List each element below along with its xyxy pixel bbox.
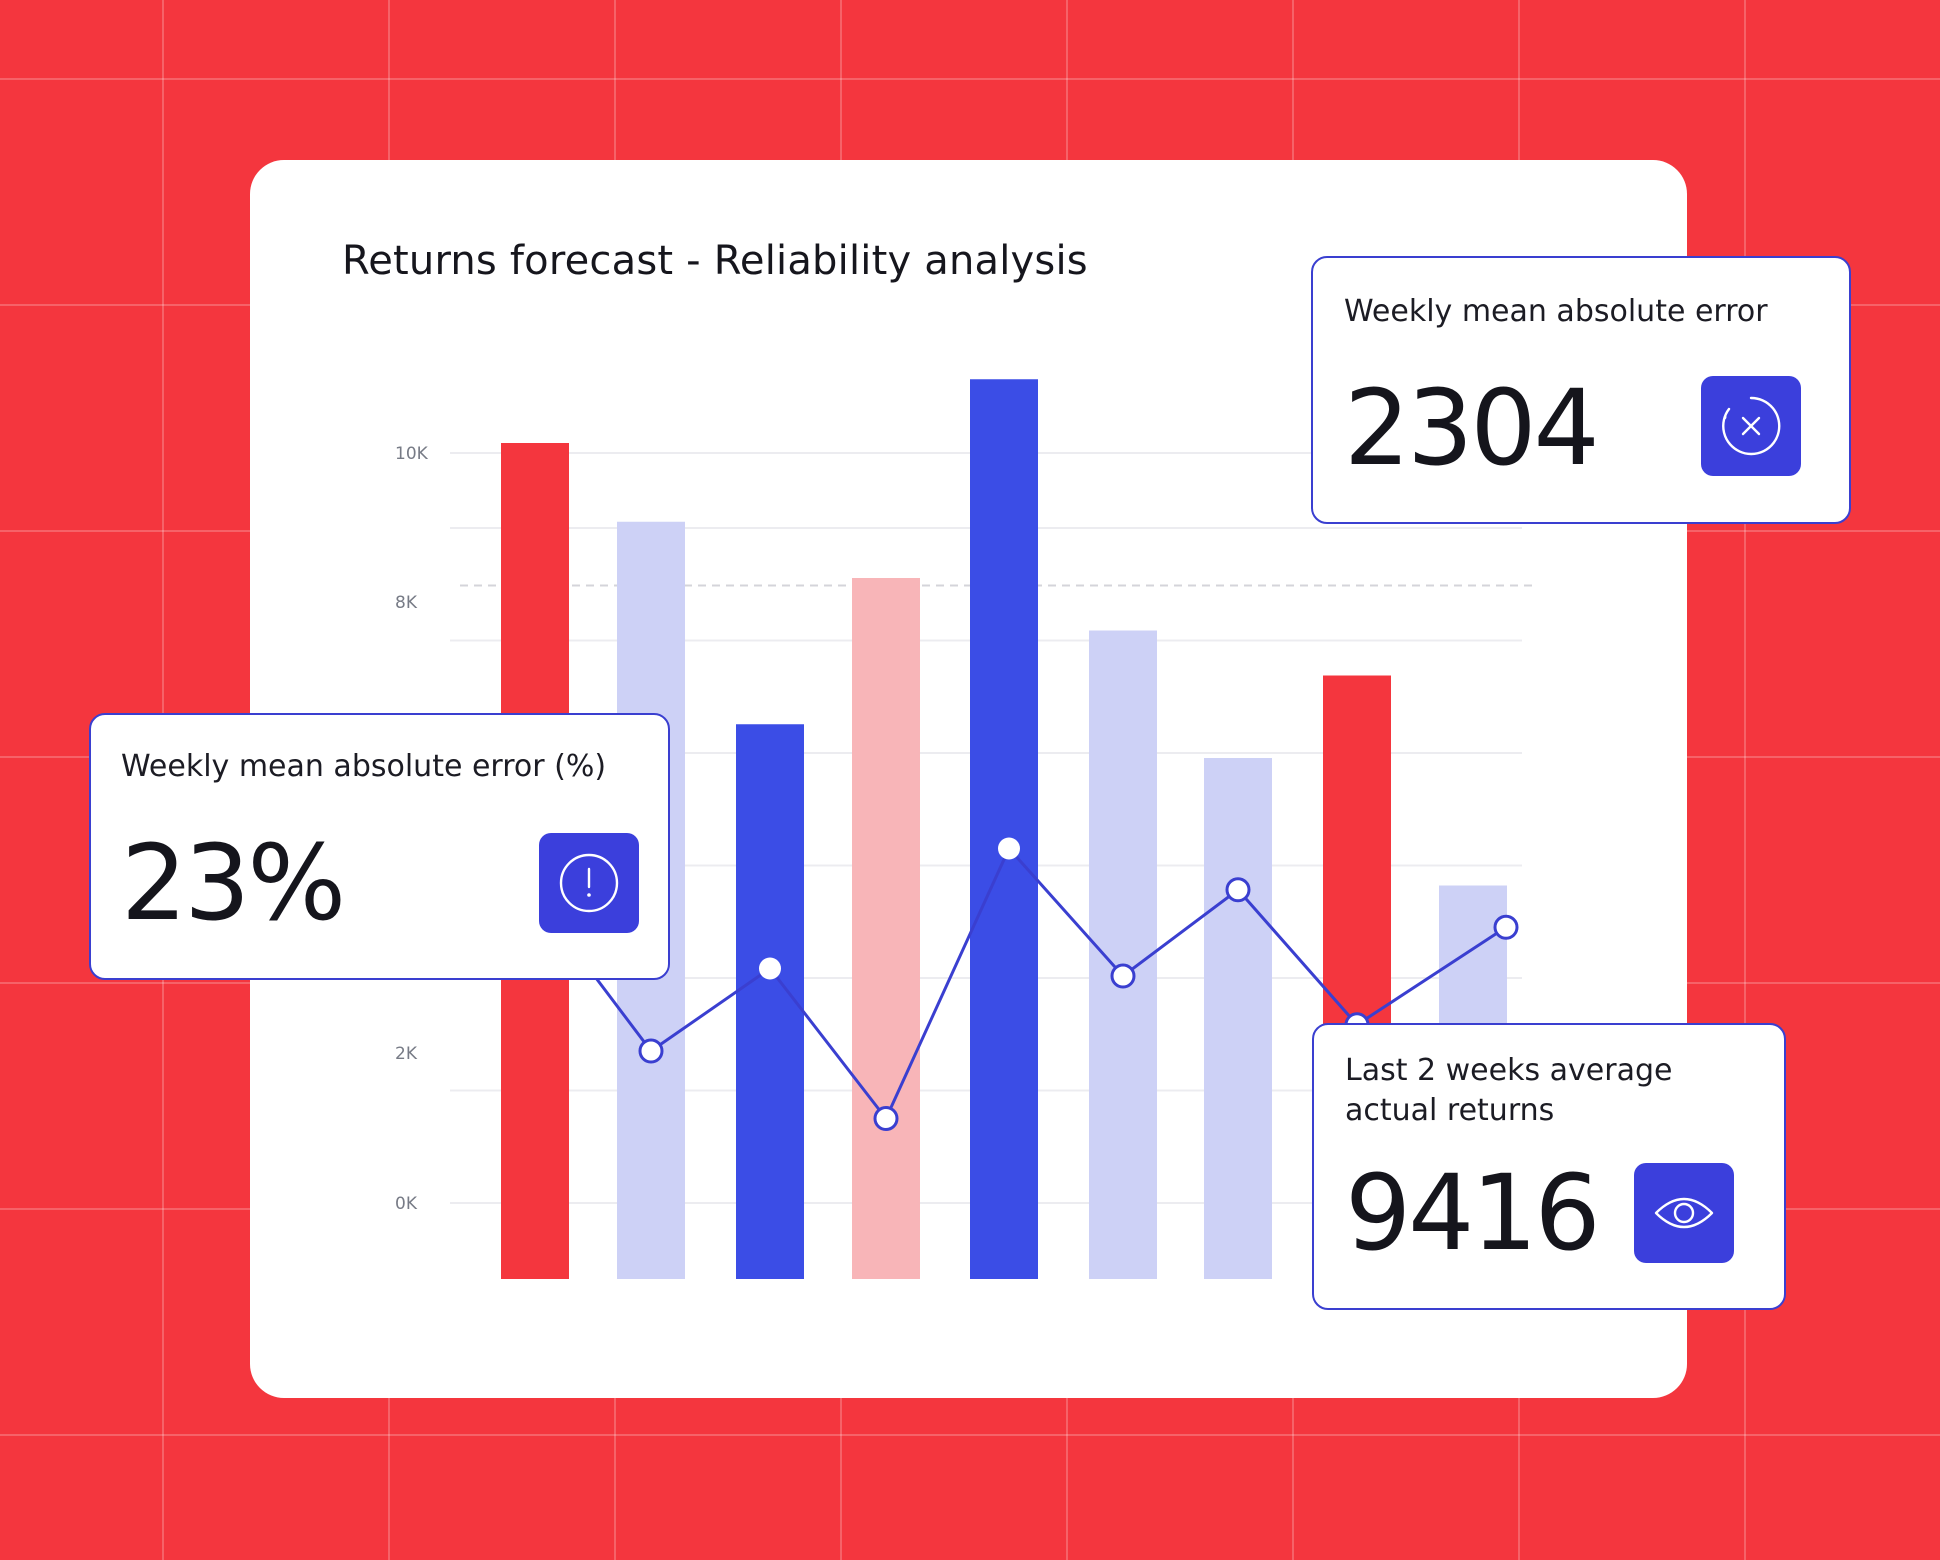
mae-percent-value: 23% [121, 822, 346, 944]
mae-label: Weekly mean absolute error [1344, 294, 1768, 329]
bar [736, 724, 804, 1279]
bar [1089, 630, 1157, 1279]
alert-circle-icon[interactable] [539, 833, 639, 933]
line-point [1110, 963, 1136, 989]
avg-returns-card[interactable]: Last 2 weeks average actual returns 9416 [1312, 1023, 1786, 1310]
chart-title: Returns forecast - Reliability analysis [342, 238, 1088, 284]
close-circle-icon[interactable] [1701, 376, 1801, 476]
mae-percent-card[interactable]: Weekly mean absolute error (%) 23% [89, 713, 670, 980]
line-point [638, 1038, 664, 1064]
y-tick-label: 2K [395, 1044, 418, 1064]
avg-returns-value: 9416 [1345, 1152, 1601, 1274]
mae-card[interactable]: Weekly mean absolute error 2304 [1311, 256, 1851, 524]
eye-icon[interactable] [1634, 1163, 1734, 1263]
line-point [1493, 914, 1519, 940]
bar [852, 578, 920, 1279]
line-point [759, 957, 781, 980]
y-tick-label: 10K [395, 444, 429, 464]
bar [970, 379, 1038, 1279]
y-tick-label: 8K [395, 593, 418, 613]
mae-percent-label: Weekly mean absolute error (%) [121, 749, 607, 784]
mae-value: 2304 [1344, 367, 1600, 489]
line-point [998, 837, 1020, 860]
y-tick-label: 0K [395, 1194, 418, 1214]
avg-returns-label: Last 2 weeks average actual returns [1345, 1053, 1673, 1128]
line-point [1225, 877, 1251, 903]
bar [1204, 758, 1272, 1279]
line-point [873, 1106, 899, 1131]
